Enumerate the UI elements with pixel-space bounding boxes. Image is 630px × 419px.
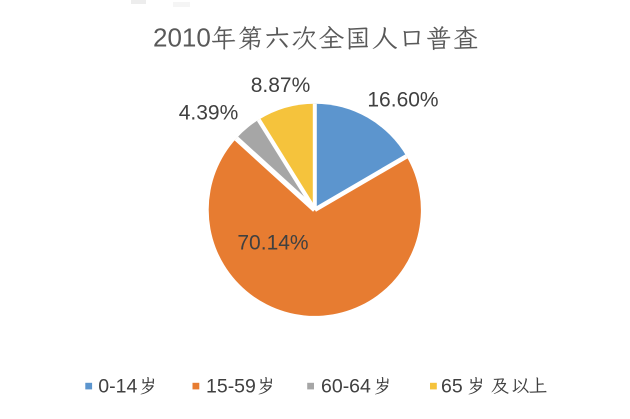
- svg-text:0-14: 0-14: [98, 375, 137, 397]
- svg-text:2010: 2010: [153, 22, 211, 52]
- svg-text:16.60%: 16.60%: [367, 88, 438, 111]
- svg-text:70.14%: 70.14%: [237, 232, 308, 255]
- svg-text:4.39%: 4.39%: [179, 102, 239, 125]
- svg-text:8.87%: 8.87%: [251, 74, 311, 97]
- svg-text:65: 65: [441, 375, 463, 397]
- svg-text:15-59: 15-59: [206, 375, 256, 397]
- svg-text:60-64: 60-64: [321, 375, 371, 397]
